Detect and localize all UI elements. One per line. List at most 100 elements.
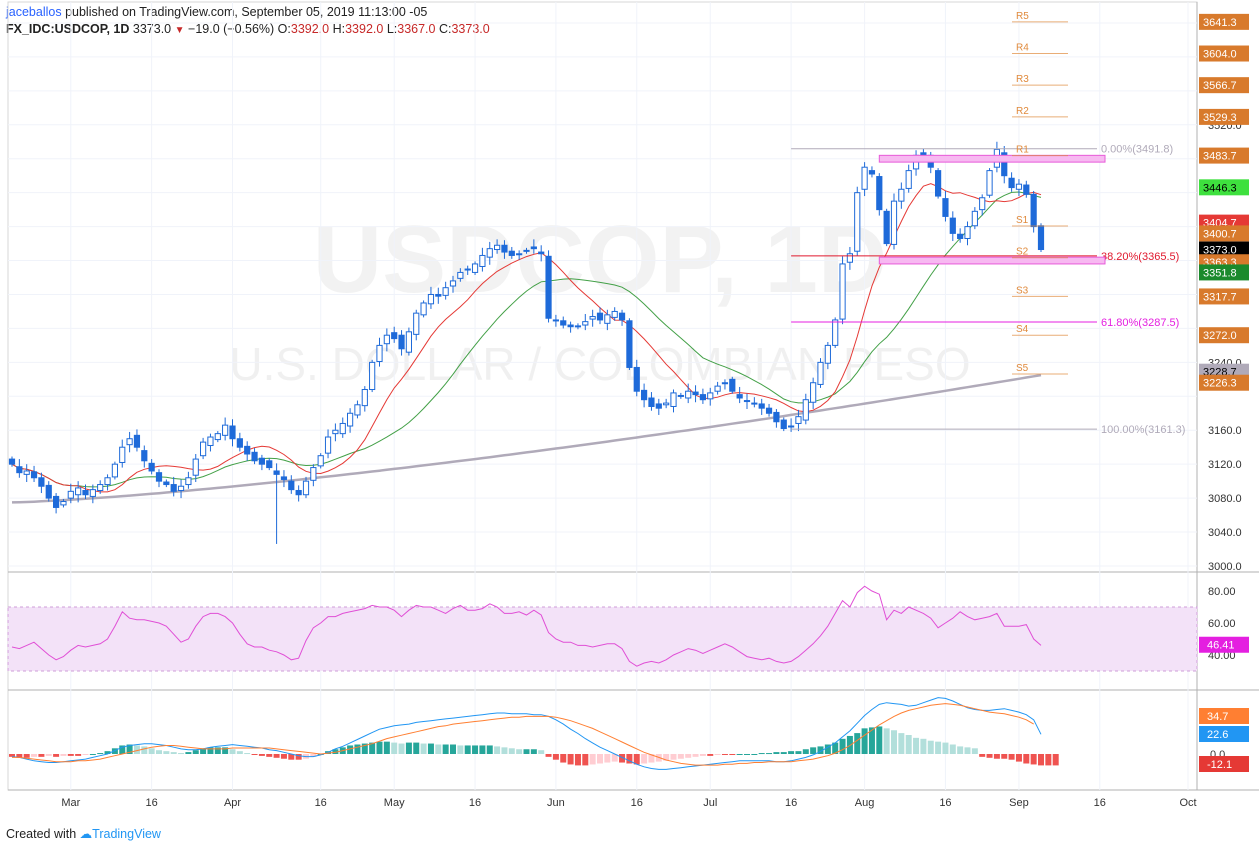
candle-body [743, 400, 751, 403]
price-tag [1199, 374, 1249, 391]
price-tag-label: 3317.7 [1203, 291, 1237, 303]
tradingview-brand[interactable]: TradingView [92, 827, 161, 841]
price-tag-label: 3641.3 [1203, 17, 1237, 29]
macd-histogram-bar [413, 742, 420, 754]
macd-histogram-bar [148, 748, 155, 754]
macd-histogram-bar [251, 754, 258, 755]
macd-histogram-bar [670, 754, 677, 760]
macd-histogram-bar [530, 749, 537, 754]
candle-body [736, 394, 743, 399]
macd-histogram-bar [214, 747, 221, 754]
candle-body [30, 471, 38, 479]
macd-histogram-bar [376, 741, 383, 754]
candle-body [177, 485, 185, 491]
macd-histogram-bar [126, 744, 133, 754]
high-value: 3392.0 [345, 22, 384, 36]
candle-body [618, 312, 626, 321]
rsi-tick-label: 80.00 [1208, 586, 1236, 598]
pivot-label: S4 [1016, 324, 1029, 335]
candle-body [765, 407, 773, 414]
candle-body [935, 170, 942, 197]
price-tag [1199, 147, 1249, 164]
macd-histogram-bar [545, 754, 552, 757]
macd-histogram-bar [442, 744, 449, 754]
candle-body [670, 392, 677, 407]
candle-body [148, 462, 155, 472]
candle-body [523, 249, 530, 252]
macd-tag-label: 22.6 [1207, 729, 1228, 741]
candle-body [133, 434, 141, 448]
macd-histogram-bar [817, 746, 824, 754]
price-tag [1199, 225, 1249, 242]
macd-histogram-bar [626, 754, 633, 764]
macd-histogram-bar [883, 728, 890, 754]
candle-body [1001, 152, 1008, 177]
y-tick-label: 3160.0 [1208, 425, 1242, 437]
candle-body [846, 253, 853, 263]
macd-histogram-bar [957, 746, 964, 754]
macd-histogram-bar [23, 754, 30, 758]
candle-body [596, 312, 604, 321]
candle-body [839, 263, 846, 320]
candle-body [471, 263, 479, 273]
pivot-label: S1 [1016, 215, 1029, 226]
symbol-label[interactable]: FX_IDC:USDCOP, 1D [6, 22, 130, 36]
macd-histogram-bar [663, 754, 670, 761]
macd-histogram-bar [97, 753, 104, 755]
candle-body [420, 302, 427, 316]
price-tag-label: 3566.7 [1203, 80, 1237, 92]
candle-body [427, 293, 435, 305]
macd-histogram-bar [736, 754, 743, 755]
x-tick-label: 16 [1094, 797, 1106, 809]
macd-histogram-bar [229, 749, 236, 754]
pivot-label: R4 [1016, 43, 1029, 54]
ma-slow-line [11, 373, 1042, 504]
macd-histogram-bar [604, 754, 611, 763]
candle-body [751, 402, 758, 405]
candle-body [883, 210, 890, 245]
macd-histogram-bar [964, 747, 971, 754]
close-label: C: [438, 22, 452, 36]
macd-histogram-bar [611, 754, 618, 762]
candle-body [574, 325, 582, 328]
macd-histogram-bar [810, 747, 817, 754]
candle-body [170, 484, 177, 492]
candle-body [582, 321, 589, 326]
fib-level-label: 61.80%(3287.5) [1101, 317, 1179, 329]
macd-histogram-bar [347, 745, 354, 754]
macd-histogram-bar [567, 754, 574, 765]
candle-body [266, 460, 273, 469]
macd-histogram-bar [721, 754, 728, 755]
price-tag-label: 3483.7 [1203, 151, 1237, 163]
macd-histogram-bar [898, 733, 905, 754]
candle-body [729, 378, 736, 392]
macd-histogram-bar [766, 753, 773, 755]
price-tag [1199, 241, 1249, 258]
macd-tag [1199, 756, 1249, 772]
macd-histogram-bar [266, 754, 273, 757]
watermark-title: USDCOP, 1D [313, 206, 887, 313]
macd-histogram-bar [935, 741, 942, 754]
candle-body [324, 436, 332, 454]
y-tick-label: 3120.0 [1208, 459, 1242, 471]
macd-histogram-bar [839, 738, 846, 754]
candle-body [714, 385, 721, 392]
author-link[interactable]: jaceballos [6, 5, 62, 19]
candle-body [1023, 184, 1030, 195]
candle-body [589, 316, 596, 320]
macd-histogram-bar [273, 754, 280, 758]
candle-body [890, 200, 898, 245]
price-tag-label: 3529.3 [1203, 112, 1237, 124]
candle-body [810, 382, 817, 403]
macd-tag [1199, 726, 1249, 742]
macd-histogram-bar [795, 751, 802, 754]
pivot-label: R2 [1016, 106, 1029, 117]
price-tag-label: 3604.0 [1203, 49, 1237, 61]
candle-body [876, 176, 883, 211]
candle-body [251, 451, 258, 462]
macd-histogram-bar [16, 754, 23, 758]
candle-body [317, 455, 324, 467]
candle-body [361, 389, 368, 407]
publish-line: jaceballos published on TradingView.com,… [6, 4, 490, 21]
